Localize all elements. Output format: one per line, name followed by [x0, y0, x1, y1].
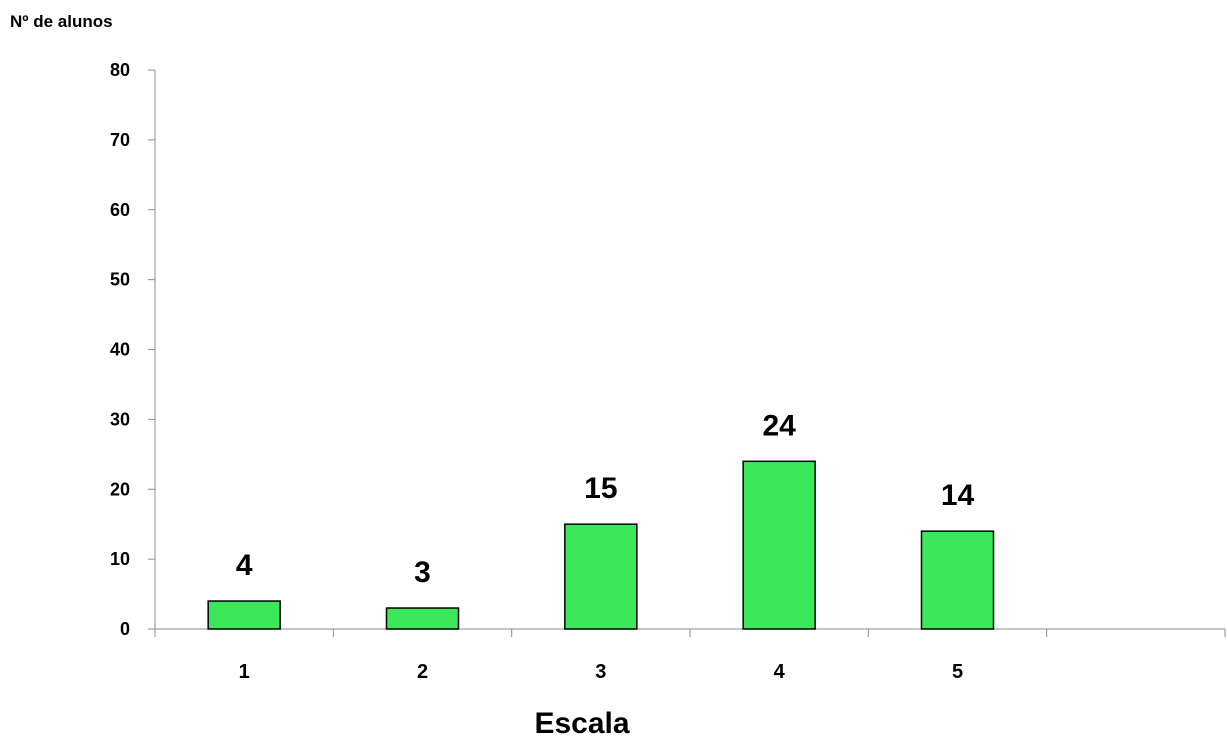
data-label: 3: [414, 556, 431, 589]
y-axis-label: Nº de alunos: [10, 12, 113, 31]
bar: [564, 523, 638, 630]
x-tick-label: 4: [774, 661, 786, 683]
data-label: 4: [236, 549, 253, 582]
bar: [742, 460, 816, 630]
y-tick-label: 30: [110, 409, 130, 429]
y-axis: 0 10 20 30 40 50 60 70 80: [110, 60, 156, 639]
data-label: 14: [941, 479, 975, 512]
y-tick-label: 40: [110, 340, 130, 360]
y-tick-label: 0: [120, 619, 130, 639]
data-label: 15: [584, 472, 617, 505]
y-tick-label: 80: [110, 60, 130, 80]
bar: [920, 530, 995, 630]
bars: [207, 460, 995, 630]
data-label: 24: [762, 409, 796, 442]
x-axis-label: Escala: [534, 707, 629, 740]
bar: [385, 607, 460, 630]
x-tick-label: 5: [952, 661, 963, 683]
y-tick-label: 60: [110, 200, 130, 220]
x-axis: 1 2 3 4 5: [154, 628, 1226, 683]
y-tick-label: 50: [110, 270, 130, 290]
data-labels: 4 3 15 24 14: [236, 409, 975, 589]
x-tick-label: 3: [595, 661, 606, 683]
y-tick-label: 10: [110, 549, 130, 569]
x-tick-label: 1: [239, 661, 250, 683]
y-tick-label: 70: [110, 130, 130, 150]
x-tick-label: 2: [417, 661, 428, 683]
y-tick-label: 20: [110, 479, 130, 499]
bar: [207, 600, 281, 630]
